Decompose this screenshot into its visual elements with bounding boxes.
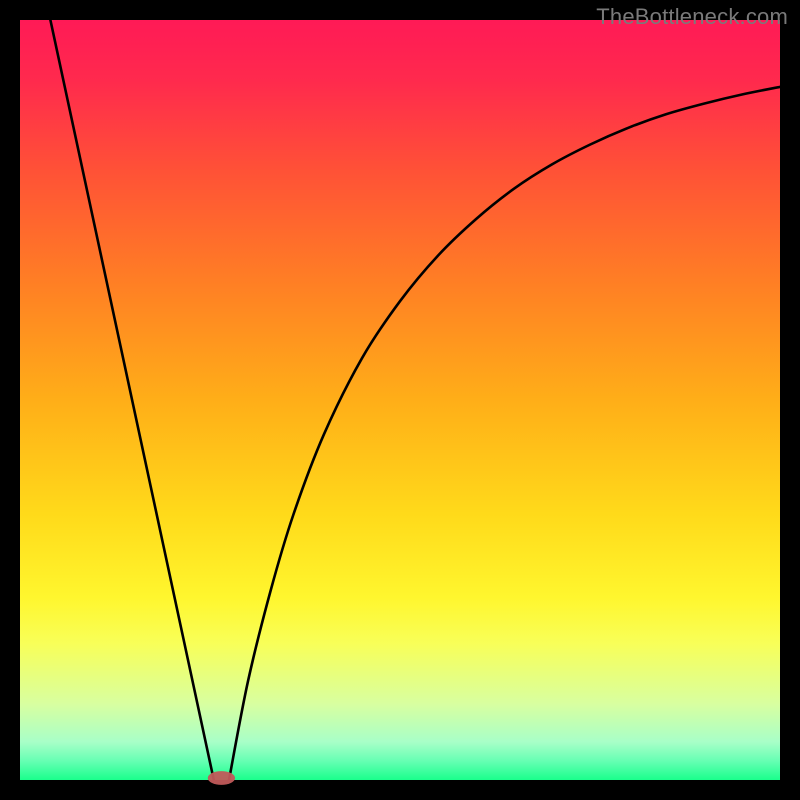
chart-container: TheBottleneck.com <box>0 0 800 800</box>
bottleneck-marker <box>208 771 235 785</box>
plot-background <box>20 20 780 780</box>
bottleneck-chart <box>0 0 800 800</box>
watermark-text: TheBottleneck.com <box>596 4 788 30</box>
